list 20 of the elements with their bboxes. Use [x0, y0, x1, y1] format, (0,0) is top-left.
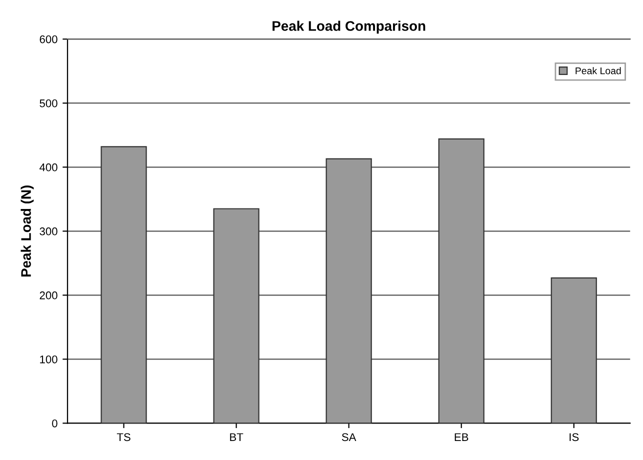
x-tick-label: EB	[454, 433, 468, 441]
x-tick-label: SA	[342, 433, 356, 442]
y-tick-label: 400	[40, 163, 58, 172]
y-tick-label: 200	[40, 291, 58, 300]
bar	[438, 138, 484, 424]
bar	[550, 277, 597, 424]
bar	[213, 208, 260, 424]
y-tick-label: 100	[40, 355, 58, 364]
y-axis-title: Peak Load (N)	[20, 186, 34, 277]
chart-title: Peak Load Comparison	[272, 20, 426, 34]
x-tick-label: IS	[570, 433, 579, 442]
x-tick-label: TS	[116, 433, 130, 442]
y-tick-label: 300	[40, 227, 58, 236]
bar	[326, 158, 372, 424]
y-tick-label: 600	[40, 35, 58, 44]
x-tick-label: BT	[230, 433, 244, 441]
y-tick-label: 0	[52, 419, 58, 428]
y-tick-label: 500	[40, 99, 58, 108]
legend-label: Peak Load	[576, 67, 621, 74]
bar	[100, 146, 147, 424]
